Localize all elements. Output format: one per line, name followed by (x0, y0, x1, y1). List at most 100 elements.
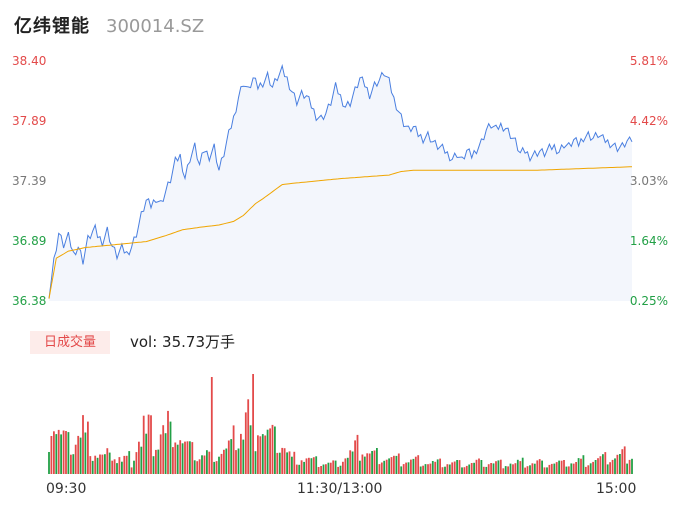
volume-bar (320, 466, 322, 474)
volume-bar (84, 432, 87, 474)
volume-bar (567, 466, 570, 474)
volume-bar (514, 463, 517, 474)
volume-bar (101, 454, 104, 474)
volume-bar (602, 454, 604, 474)
volume-bar (619, 454, 621, 474)
volume-bar (264, 435, 267, 474)
volume-bar (538, 459, 541, 474)
volume-bar (407, 462, 410, 474)
volume-bar (594, 460, 597, 474)
volume-bar (162, 425, 165, 474)
volume-bar (176, 444, 179, 474)
volume-bar (87, 421, 89, 474)
volume-bar (453, 461, 456, 474)
volume-bar (431, 461, 434, 474)
volume-bar (130, 467, 133, 474)
volume-bar (385, 459, 388, 474)
volume-bar (147, 414, 150, 474)
volume-bar (99, 454, 101, 474)
volume-bar (186, 441, 189, 474)
volume-bar (261, 434, 264, 474)
volume-bar (526, 466, 529, 474)
volume-bar (70, 454, 72, 474)
volume-bar (249, 425, 252, 474)
volume-bar (62, 430, 65, 474)
volume-bar (448, 464, 451, 474)
volume-bar (72, 454, 75, 474)
volume-bar (565, 466, 568, 474)
volume-bar (344, 458, 347, 474)
volume-bar (468, 464, 471, 474)
volume-bar (55, 434, 58, 474)
volume-bar (351, 451, 354, 474)
volume-bar (563, 460, 565, 474)
volume-bar (371, 451, 373, 474)
volume-bar (628, 459, 631, 474)
volume-bar (218, 456, 220, 474)
volume-bar (128, 451, 131, 474)
volume-bar (152, 456, 155, 474)
volume-bar (580, 458, 582, 474)
volume-bar (242, 439, 245, 474)
volume-bar (193, 460, 196, 474)
volume-bar (89, 456, 92, 474)
volume-bar (597, 458, 599, 474)
volume-bar (560, 460, 563, 474)
volume-bar (412, 458, 415, 474)
volume-bar (94, 455, 97, 474)
volume-bar (604, 452, 607, 474)
y-tick-left: 36.89 (12, 234, 47, 248)
volume-bar (167, 410, 169, 475)
volume-bar (368, 453, 371, 474)
volume-bar (259, 436, 262, 474)
volume-bar (174, 442, 177, 474)
volume-bar (390, 457, 393, 474)
stock-code: 300014.SZ (106, 16, 205, 37)
volume-bar (312, 457, 315, 474)
volume-bar (480, 460, 483, 474)
volume-bar (623, 446, 626, 474)
volume-bar (359, 460, 361, 474)
volume-bar (524, 467, 526, 474)
volume-bar (402, 464, 405, 474)
volume-bar (142, 415, 145, 474)
volume-bar (293, 451, 296, 474)
volume-bar (356, 434, 359, 474)
volume-bar (111, 460, 114, 474)
volume-bar (589, 463, 592, 474)
volume-bar (592, 461, 594, 474)
volume-bar (558, 460, 560, 474)
volume-bar (621, 449, 624, 474)
volume-bar (487, 464, 490, 474)
volume-bar (240, 433, 242, 474)
volume-bar (548, 464, 551, 474)
volume-bar (254, 451, 257, 474)
volume-bar (531, 463, 534, 474)
volume-bar (135, 452, 138, 474)
volume-bar (541, 460, 543, 474)
volume-bar (230, 439, 233, 474)
volume-bar (206, 450, 208, 474)
volume-bar (315, 456, 318, 474)
volume-bar (599, 456, 602, 474)
volume-bar (140, 446, 143, 474)
volume-bar (334, 460, 337, 474)
volume-bar (519, 461, 522, 474)
volume-bar (502, 468, 505, 474)
volume-bar (373, 450, 376, 474)
volume-bar (470, 463, 473, 474)
volume-bar (213, 461, 216, 474)
volume-bar (504, 466, 507, 474)
volume-bar (482, 466, 485, 474)
volume-bar (346, 457, 349, 474)
volume-bar (361, 454, 364, 474)
price-plot (48, 63, 633, 301)
volume-bar (108, 452, 111, 474)
y-tick-left: 37.39 (12, 174, 47, 188)
volume-bar (363, 456, 366, 474)
volume-bar (295, 464, 298, 474)
volume-bar (516, 459, 519, 474)
volume-bar (327, 462, 330, 474)
volume-bar (77, 435, 80, 474)
volume-bar (220, 453, 223, 474)
